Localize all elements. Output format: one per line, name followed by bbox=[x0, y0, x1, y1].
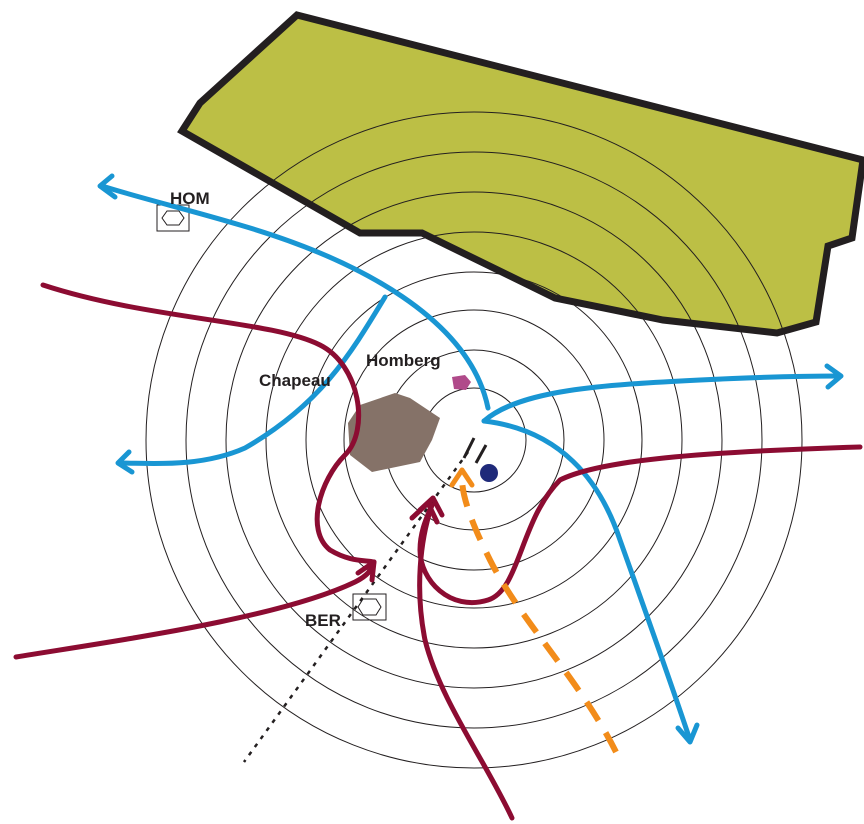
arrowhead-icon bbox=[417, 495, 445, 518]
arrival-routes bbox=[13, 282, 863, 821]
label-ber: BER bbox=[305, 611, 341, 630]
range-ring bbox=[185, 151, 763, 729]
vor-beacon-icon bbox=[352, 593, 387, 621]
departure-route-east bbox=[481, 373, 843, 424]
arrowhead-icon bbox=[675, 722, 700, 745]
arrival-route-west bbox=[40, 282, 377, 565]
departure-route-southeast bbox=[481, 418, 693, 743]
town-chapeau-shape bbox=[348, 393, 440, 472]
arrival-arrowheads bbox=[355, 495, 445, 583]
distance-rings bbox=[145, 111, 803, 769]
arrival-route-southwest bbox=[13, 559, 377, 660]
departure-route-northwest bbox=[99, 183, 491, 411]
range-ring bbox=[145, 111, 803, 769]
arrival-route-south bbox=[417, 502, 515, 821]
departure-arrowheads bbox=[97, 173, 844, 745]
arrowhead-icon bbox=[115, 449, 135, 475]
village-homberg-shape bbox=[452, 375, 471, 390]
range-ring bbox=[225, 191, 723, 689]
label-homberg: Homberg bbox=[366, 351, 441, 370]
arrowhead-icon bbox=[97, 173, 118, 200]
range-ring bbox=[265, 231, 683, 649]
range-ring bbox=[305, 271, 643, 609]
departure-route-west bbox=[117, 294, 388, 467]
range-ring bbox=[343, 309, 605, 571]
label-hom: HOM bbox=[170, 189, 210, 208]
airport-marker-icon bbox=[480, 464, 498, 482]
arrowhead-icon bbox=[355, 559, 377, 583]
departure-routes bbox=[99, 183, 843, 743]
arrowhead-icon bbox=[824, 363, 844, 390]
arrowhead-icon bbox=[449, 467, 475, 488]
terrain-area bbox=[177, 11, 864, 337]
label-chapeau: Chapeau bbox=[259, 371, 331, 390]
approach-route bbox=[459, 477, 619, 754]
runway bbox=[462, 437, 488, 464]
